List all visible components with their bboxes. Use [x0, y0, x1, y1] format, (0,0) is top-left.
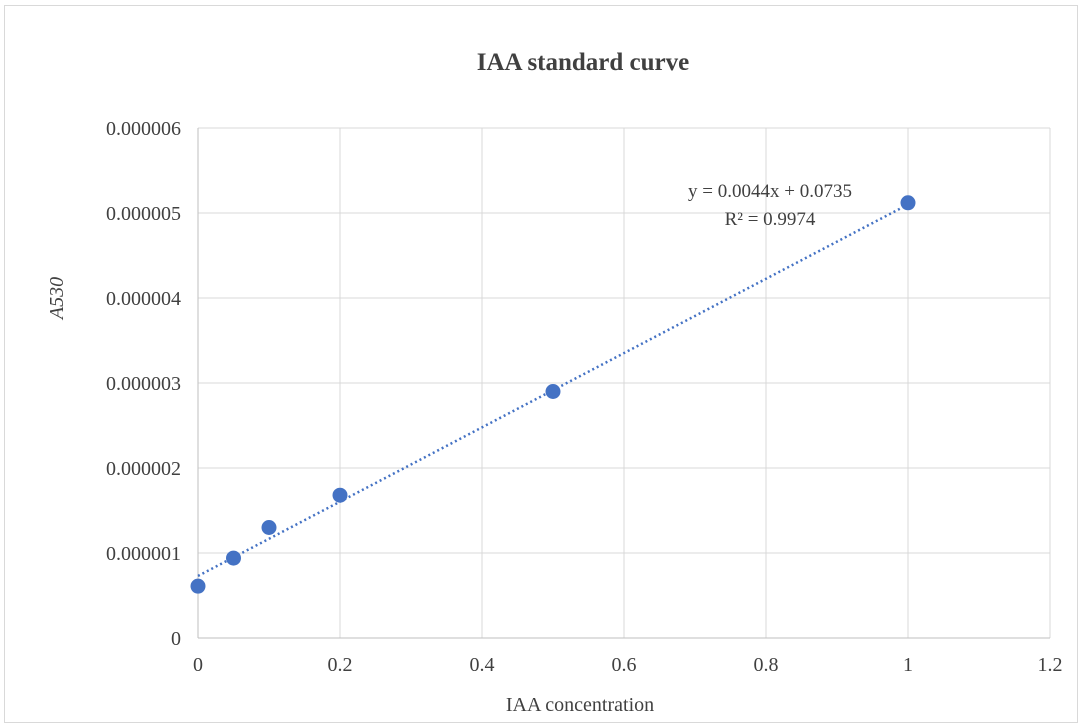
x-axis-label: IAA concentration: [506, 694, 654, 716]
trendline-equation: y = 0.0044x + 0.0735: [688, 181, 852, 202]
y-tick-label: 0.000006: [106, 118, 181, 140]
data-point: [332, 487, 348, 503]
y-tick-label: 0.000001: [106, 543, 181, 565]
y-axis-label: A530: [46, 277, 68, 321]
x-tick-label: 1: [903, 654, 913, 676]
data-point: [190, 578, 206, 594]
x-tick-label: 1.2: [1038, 654, 1063, 676]
data-point: [226, 550, 241, 566]
x-tick-label: 0.4: [470, 654, 495, 676]
chart-title: IAA standard curve: [477, 49, 690, 76]
chart-frame: [4, 5, 1078, 723]
x-tick-label: 0.2: [328, 654, 353, 676]
trendline-r-squared: R² = 0.9974: [725, 209, 816, 230]
y-tick-label: 0.000005: [106, 203, 181, 225]
y-tick-label: 0.000002: [106, 458, 181, 480]
x-tick-label: 0.6: [612, 654, 637, 676]
x-tick-label: 0: [193, 654, 203, 676]
x-tick-label: 0.8: [754, 654, 779, 676]
y-tick-label: 0: [171, 628, 181, 650]
y-tick-label: 0.000004: [106, 288, 181, 310]
data-point: [261, 520, 277, 535]
y-tick-label: 0.000003: [106, 373, 181, 395]
data-point: [545, 384, 561, 399]
data-point: [900, 195, 916, 211]
